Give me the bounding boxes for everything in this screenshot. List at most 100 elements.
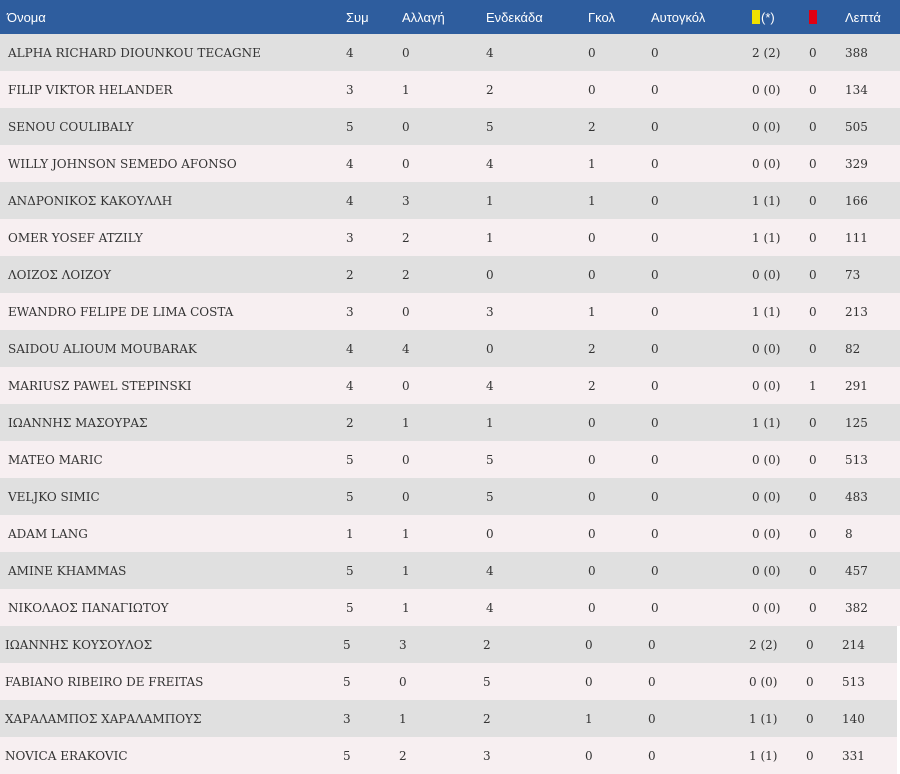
header-minutes[interactable]: Λεπτά [845,9,881,25]
goals-cell: 0 [588,489,596,504]
own-goals-cell: 0 [651,45,659,60]
minutes-cell: 329 [845,156,868,171]
starts-cell: 5 [486,452,494,467]
starts-cell: 5 [483,674,491,689]
yellow-cards-cell: 0 (0) [752,489,781,504]
goals-cell: 0 [585,637,593,652]
red-cards-cell: 0 [809,119,817,134]
player-name: FILIP VIKTOR HELANDER [8,82,173,97]
red-cards-cell: 0 [809,600,817,615]
apps-cell: 2 [346,267,354,282]
own-goals-cell: 0 [651,489,659,504]
player-name: WILLY JOHNSON SEMEDO AFONSO [8,156,237,171]
header-goals[interactable]: Γκολ [588,9,615,25]
yellow-cards-cell: 1 (1) [749,711,778,726]
apps-cell: 5 [343,674,351,689]
yellow-cards-cell: 0 (0) [752,119,781,134]
minutes-cell: 513 [845,452,868,467]
minutes-cell: 111 [845,230,868,245]
goals-cell: 0 [588,526,596,541]
own-goals-cell: 0 [648,637,656,652]
goals-cell: 2 [588,119,596,134]
goals-cell: 1 [585,711,593,726]
subs-cell: 0 [402,304,410,319]
player-name: AMINE KHAMMAS [8,563,127,578]
player-name: ΙΩΑΝΝΗΣ ΜΑΣΟΥΡΑΣ [8,415,148,430]
goals-cell: 2 [588,341,596,356]
apps-cell: 2 [346,415,354,430]
minutes-cell: 125 [845,415,868,430]
table-row: EWANDRO FELIPE DE LIMA COSTA 3 0 3 1 0 1 (1) 0 2… [0,293,900,330]
minutes-cell: 388 [845,45,868,60]
own-goals-cell: 0 [651,304,659,319]
subs-cell: 3 [402,193,410,208]
red-cards-cell: 0 [809,563,817,578]
subs-cell: 0 [402,452,410,467]
apps-cell: 3 [346,304,354,319]
starts-cell: 5 [486,489,494,504]
table-row: ΙΩΑΝΝΗΣ ΚΟΥΣΟΥΛΟΣ 5 3 2 0 0 2 (2) 0 214 [0,626,900,663]
header-starts[interactable]: Ενδεκάδα [486,9,543,25]
red-cards-cell: 0 [809,45,817,60]
minutes-cell: 8 [845,526,853,541]
subs-cell: 0 [402,489,410,504]
minutes-cell: 483 [845,489,868,504]
minutes-cell: 134 [845,82,868,97]
red-cards-cell: 0 [806,748,814,763]
yellow-cards-cell: 1 (1) [752,230,781,245]
yellow-cards-cell: 1 (1) [752,415,781,430]
red-cards-cell: 1 [809,378,817,393]
minutes-cell: 331 [842,748,865,763]
player-name: ALPHA RICHARD DIOUNKOU TECAGNE [8,45,261,60]
own-goals-cell: 0 [648,711,656,726]
player-name: ADAM LANG [8,526,88,541]
minutes-cell: 140 [842,711,865,726]
header-own-goals[interactable]: Αυτογκόλ [651,9,706,25]
header-red-cards[interactable] [809,0,845,34]
starts-cell: 1 [486,415,494,430]
red-cards-cell: 0 [809,489,817,504]
table-header: Όνομα Συμ Αλλαγή Ενδεκάδα Γκολ Αυτογκόλ … [0,0,900,34]
apps-cell: 5 [346,563,354,578]
starts-cell: 0 [486,341,494,356]
own-goals-cell: 0 [648,748,656,763]
yellow-cards-cell: 0 (0) [752,267,781,282]
goals-cell: 0 [585,674,593,689]
goals-cell: 0 [588,563,596,578]
yellow-cards-cell: 0 (0) [752,526,781,541]
player-name: OMER YOSEF ATZILY [8,230,143,245]
apps-cell: 3 [346,230,354,245]
starts-cell: 4 [486,156,494,171]
apps-cell: 4 [346,45,354,60]
starts-cell: 2 [486,82,494,97]
starts-cell: 3 [483,748,491,763]
apps-cell: 1 [346,526,354,541]
yellow-cards-cell: 0 (0) [752,600,781,615]
starts-cell: 1 [486,193,494,208]
header-name[interactable]: Όνομα [7,9,46,25]
own-goals-cell: 0 [651,230,659,245]
yellow-cards-cell: 0 (0) [749,674,778,689]
subs-cell: 2 [399,748,407,763]
starts-cell: 1 [486,230,494,245]
yellow-cards-cell: 0 (0) [752,378,781,393]
header-apps[interactable]: Συμ [346,9,369,25]
red-cards-cell: 0 [809,267,817,282]
subs-cell: 0 [399,674,407,689]
player-name: VELJKO SIMIC [8,489,100,504]
apps-cell: 4 [346,341,354,356]
subs-cell: 3 [399,637,407,652]
red-cards-cell: 0 [806,637,814,652]
yellow-cards-cell: 0 (0) [752,156,781,171]
header-yellow-cards[interactable]: (*) [752,0,809,34]
subs-cell: 2 [402,230,410,245]
goals-cell: 1 [588,156,596,171]
own-goals-cell: 0 [651,563,659,578]
minutes-cell: 82 [845,341,861,356]
goals-cell: 0 [588,45,596,60]
player-name: ΙΩΑΝΝΗΣ ΚΟΥΣΟΥΛΟΣ [5,637,153,652]
apps-cell: 5 [346,600,354,615]
table-row: ADAM LANG 1 1 0 0 0 0 (0) 0 8 [0,515,900,552]
subs-cell: 1 [399,711,407,726]
header-subs[interactable]: Αλλαγή [402,9,445,25]
